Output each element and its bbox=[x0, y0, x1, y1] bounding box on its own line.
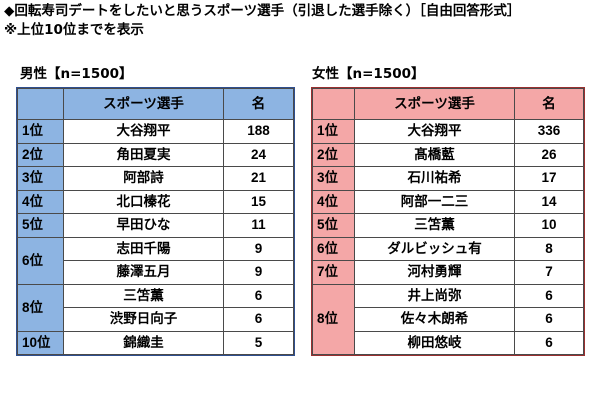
count-value: 9 bbox=[223, 236, 294, 261]
count-value: 336 bbox=[514, 119, 584, 144]
rank-cell: 8位 bbox=[17, 283, 64, 332]
table-row: 4位 北口榛花 15 bbox=[17, 189, 294, 214]
athlete-name: 髙橋藍 bbox=[354, 142, 515, 167]
athlete-header: スポーツ選手 bbox=[354, 88, 515, 120]
table-row: 1位 大谷翔平 336 bbox=[312, 119, 584, 144]
count-value: 14 bbox=[514, 189, 584, 214]
table-row: 5位 早田ひな 11 bbox=[17, 213, 294, 238]
page-title: ◆回転寿司デートをしたいと思うスポーツ選手（引退した選手除く）［自由回答形式］ bbox=[4, 3, 521, 19]
table-row: 佐々木朗希 6 bbox=[313, 307, 584, 332]
athlete-name: 渋野日向子 bbox=[63, 307, 224, 332]
note-text: ※上位10位までを表示 bbox=[4, 22, 144, 38]
athlete-name: 大谷翔平 bbox=[63, 119, 224, 144]
athlete-name: 北口榛花 bbox=[63, 189, 224, 214]
male-ranking-table: スポーツ選手 名 1位 大谷翔平 188 2位 角田夏実 24 3位 阿部詩 2… bbox=[16, 87, 295, 356]
rank-cell: 8位 bbox=[312, 283, 355, 355]
count-value: 11 bbox=[223, 213, 294, 238]
athlete-name: 早田ひな bbox=[63, 213, 224, 238]
count-value: 188 bbox=[223, 119, 294, 144]
table-row: 7位 河村勇輝 7 bbox=[312, 260, 584, 285]
rank-header bbox=[312, 88, 355, 120]
rank-cell: 4位 bbox=[17, 189, 64, 214]
table-header-row: スポーツ選手 名 bbox=[17, 88, 294, 120]
table-row: 2位 髙橋藍 26 bbox=[312, 142, 584, 167]
male-section-label: 男性【n=1500】 bbox=[20, 66, 133, 82]
athlete-name: 志田千陽 bbox=[63, 236, 224, 261]
rank-cell: 3位 bbox=[312, 166, 355, 191]
rank-cell: 1位 bbox=[17, 119, 64, 144]
count-header: 名 bbox=[514, 88, 584, 120]
female-ranking-table: スポーツ選手 名 1位 大谷翔平 336 2位 髙橋藍 26 3位 石川祐希 1… bbox=[311, 87, 585, 356]
rank-header bbox=[17, 88, 64, 120]
rank-cell: 3位 bbox=[17, 166, 64, 191]
table-row: 4位 阿部一二三 14 bbox=[312, 189, 584, 214]
count-value: 6 bbox=[223, 283, 294, 308]
count-value: 9 bbox=[223, 260, 294, 285]
table-row: 3位 石川祐希 17 bbox=[312, 166, 584, 191]
female-section-label: 女性【n=1500】 bbox=[312, 66, 425, 82]
athlete-name: 阿部一二三 bbox=[354, 189, 515, 214]
athlete-name: 柳田悠岐 bbox=[354, 330, 515, 355]
athlete-name: 三笘薫 bbox=[63, 283, 224, 308]
athlete-name: 井上尚弥 bbox=[354, 283, 515, 308]
table-row: 6位 志田千陽 9 bbox=[17, 236, 294, 285]
table-row: 1位 大谷翔平 188 bbox=[17, 119, 294, 144]
table-row: 2位 角田夏実 24 bbox=[17, 142, 294, 167]
rank-cell: 5位 bbox=[17, 213, 64, 238]
table-row: 8位 井上尚弥 6 bbox=[312, 283, 584, 355]
athlete-name: 佐々木朗希 bbox=[354, 307, 515, 332]
rank-cell: 5位 bbox=[312, 213, 355, 238]
athlete-name: 藤澤五月 bbox=[63, 260, 224, 285]
table-row: 8位 三笘薫 6 bbox=[17, 283, 294, 332]
table-row: 10位 錦織圭 5 bbox=[17, 330, 294, 355]
rank-cell: 2位 bbox=[17, 142, 64, 167]
count-value: 26 bbox=[514, 142, 584, 167]
athlete-name: 石川祐希 bbox=[354, 166, 515, 191]
count-value: 6 bbox=[514, 283, 584, 308]
rank-cell: 1位 bbox=[312, 119, 355, 144]
rank-cell: 10位 bbox=[17, 330, 64, 355]
athlete-name: 阿部詩 bbox=[63, 166, 224, 191]
athlete-header: スポーツ選手 bbox=[63, 88, 224, 120]
count-value: 15 bbox=[223, 189, 294, 214]
athlete-name: 三笘薫 bbox=[354, 213, 515, 238]
table-row: 藤澤五月 9 bbox=[18, 260, 294, 285]
count-value: 6 bbox=[514, 307, 584, 332]
count-value: 21 bbox=[223, 166, 294, 191]
table-row: 3位 阿部詩 21 bbox=[17, 166, 294, 191]
table-row: 渋野日向子 6 bbox=[18, 307, 294, 332]
count-value: 17 bbox=[514, 166, 584, 191]
rank-cell: 4位 bbox=[312, 189, 355, 214]
rank-cell: 7位 bbox=[312, 260, 355, 285]
athlete-name: 錦織圭 bbox=[63, 330, 224, 355]
rank-cell: 2位 bbox=[312, 142, 355, 167]
athlete-name: 角田夏実 bbox=[63, 142, 224, 167]
count-value: 10 bbox=[514, 213, 584, 238]
count-value: 24 bbox=[223, 142, 294, 167]
count-value: 8 bbox=[514, 236, 584, 261]
athlete-name: ダルビッシュ有 bbox=[354, 236, 515, 261]
athlete-name: 大谷翔平 bbox=[354, 119, 515, 144]
athlete-name: 河村勇輝 bbox=[354, 260, 515, 285]
count-value: 5 bbox=[223, 330, 294, 355]
table-row: 柳田悠岐 6 bbox=[313, 330, 584, 355]
count-value: 6 bbox=[223, 307, 294, 332]
count-header: 名 bbox=[223, 88, 294, 120]
rank-cell: 6位 bbox=[17, 236, 64, 285]
table-header-row: スポーツ選手 名 bbox=[312, 88, 584, 120]
table-row: 5位 三笘薫 10 bbox=[312, 213, 584, 238]
rank-cell: 6位 bbox=[312, 236, 355, 261]
table-row: 6位 ダルビッシュ有 8 bbox=[312, 236, 584, 261]
count-value: 6 bbox=[514, 330, 584, 355]
count-value: 7 bbox=[514, 260, 584, 285]
